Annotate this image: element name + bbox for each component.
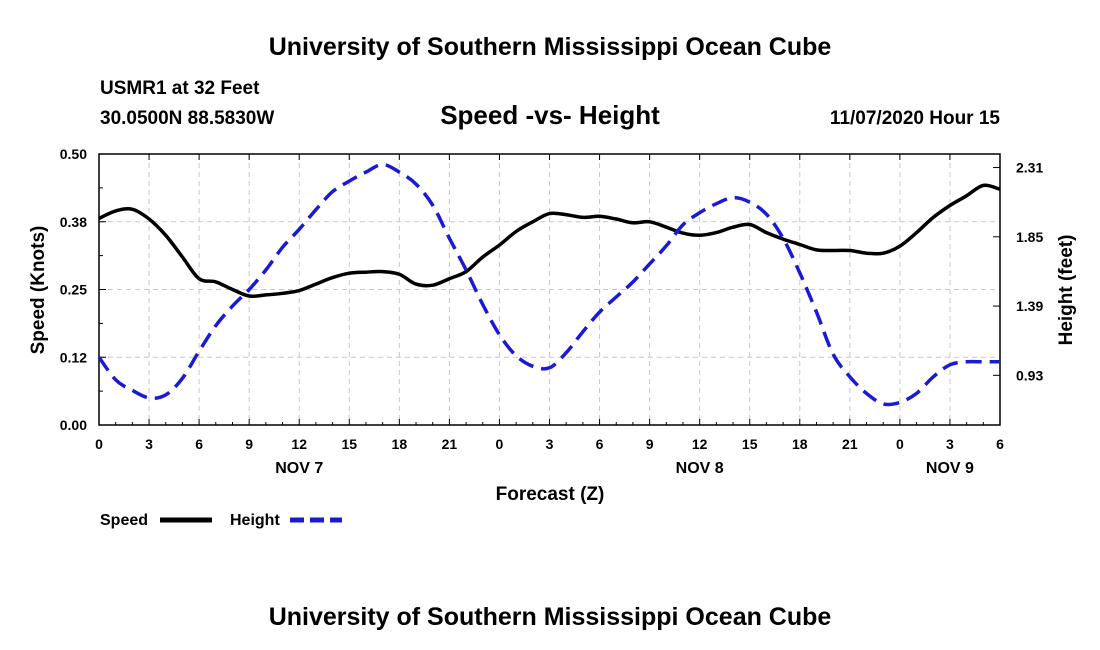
legend: Speed Height — [100, 512, 342, 529]
x-tick-label: 0 — [896, 436, 904, 452]
y-axis-label: Speed (Knots) — [28, 226, 49, 355]
y2-tick-label: 2.31 — [1016, 160, 1043, 176]
x-tick-label: 12 — [291, 436, 307, 452]
x-tick-label: 0 — [496, 436, 504, 452]
x-tick-label: 0 — [95, 436, 103, 452]
x-tick-label: 6 — [996, 436, 1004, 452]
y-tick-label: 0.25 — [60, 282, 87, 298]
y2-tick-label: 1.39 — [1016, 298, 1043, 314]
series-line-speed — [98, 183, 1001, 299]
x-tick-label: 18 — [792, 436, 808, 452]
series-line-height — [97, 162, 1000, 407]
x-tick-label: 15 — [341, 436, 357, 452]
page-title: University of Southern Mississippi Ocean… — [269, 33, 832, 61]
x-tick-label: 6 — [596, 436, 604, 452]
series-lines — [97, 162, 1001, 407]
day-label: NOV 8 — [676, 460, 724, 477]
datetime-label: 11/07/2020 Hour 15 — [830, 108, 1000, 129]
y-tick-label: 0.50 — [60, 146, 87, 162]
legend-label-speed: Speed — [100, 512, 148, 529]
y2-axis-label: Height (feet) — [1056, 235, 1077, 346]
station-label: USMR1 at 32 Feet — [100, 78, 260, 99]
y-tick-label: 0.38 — [60, 214, 87, 230]
x-tick-label: 21 — [442, 436, 458, 452]
chart-title: Speed -vs- Height — [440, 100, 660, 130]
x-tick-label: 3 — [546, 436, 554, 452]
y2-tick-label: 0.93 — [1016, 367, 1043, 383]
x-tick-label: 9 — [646, 436, 654, 452]
y-tick-label: 0.12 — [60, 349, 87, 365]
y2-tick-label: 1.85 — [1016, 229, 1043, 245]
day-label: NOV 9 — [926, 460, 974, 477]
x-tick-label: 18 — [392, 436, 408, 452]
legend-label-height: Height — [230, 512, 280, 529]
day-label: NOV 7 — [275, 460, 323, 477]
grid-lines — [99, 154, 1000, 425]
coords-label: 30.0500N 88.5830W — [100, 108, 274, 129]
x-tick-label: 21 — [842, 436, 858, 452]
x-tick-label: 9 — [245, 436, 253, 452]
axis-ticks: 0 3 6 9 12 15 18 21 0 3 6 9 12 15 18 21 0 3 6 0.00 0.12 0.25 0… — [60, 146, 1044, 477]
x-tick-label: 3 — [946, 436, 954, 452]
x-tick-label: 6 — [195, 436, 203, 452]
x-tick-label: 15 — [742, 436, 758, 452]
footer-title: University of Southern Mississippi Ocean… — [269, 603, 832, 631]
x-tick-label: 3 — [145, 436, 153, 452]
x-axis-label: Forecast (Z) — [496, 484, 605, 505]
y-tick-label: 0.00 — [60, 417, 87, 433]
x-tick-label: 12 — [692, 436, 708, 452]
